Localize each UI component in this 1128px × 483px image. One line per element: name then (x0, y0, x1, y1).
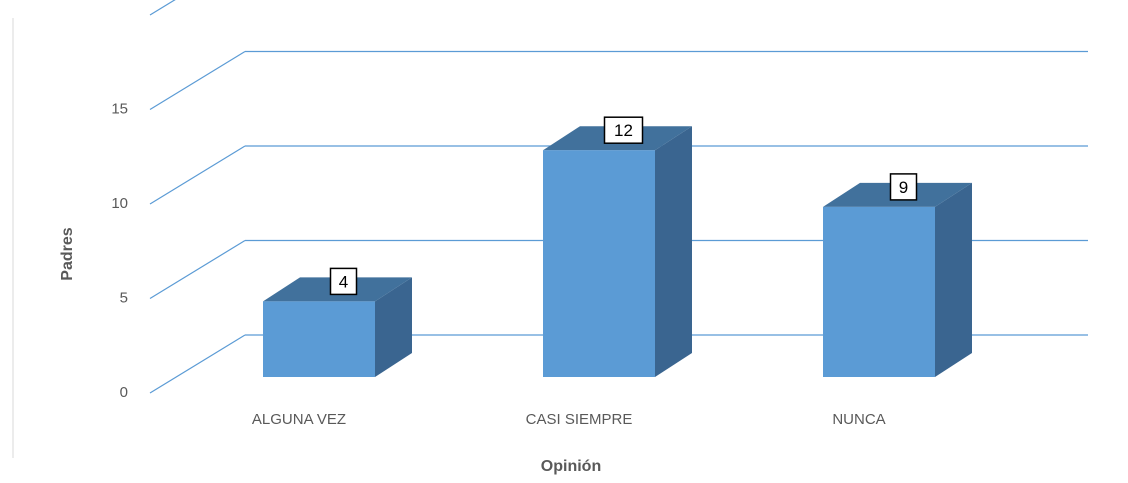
bar-side (935, 182, 972, 377)
bar-side (655, 126, 692, 377)
gridline-diagonal (149, 145, 246, 205)
y-tick-label: 0 (120, 384, 128, 401)
data-label-box (603, 116, 644, 144)
bar-front (823, 206, 935, 377)
gridline-diagonal (149, 50, 246, 111)
data-label-text: 4 (339, 272, 348, 291)
data-label-box (889, 173, 918, 201)
gridline-diagonal (149, 0, 176, 16)
bar (823, 182, 972, 377)
y-tick-labels: 0 5 10 15 (111, 101, 128, 402)
data-label-text: 9 (899, 178, 908, 197)
data-label: 9 (889, 173, 918, 201)
x-axis-title: Opinión (541, 458, 601, 475)
category-labels: ALGUNA VEZ CASI SIEMPRE NUNCA (252, 411, 886, 428)
data-label: 12 (603, 116, 644, 144)
bar-side (375, 277, 412, 377)
data-label-box (329, 267, 358, 296)
category-label: ALGUNA VEZ (252, 411, 346, 428)
y-tick-label: 5 (120, 290, 128, 307)
category-label: NUNCA (832, 411, 885, 428)
category-label: CASI SIEMPRE (526, 411, 633, 428)
gridline-diagonal (149, 239, 246, 300)
y-axis-title: Padres (59, 227, 76, 280)
bar-front (543, 150, 655, 377)
bar-front (263, 301, 375, 377)
data-label-text: 12 (614, 121, 633, 140)
data-label: 4 (329, 267, 358, 296)
y-tick-label: 10 (111, 195, 128, 212)
bars (263, 126, 972, 377)
y-tick-label: 15 (111, 101, 128, 118)
bar (543, 126, 692, 377)
data-labels: 4 12 9 (329, 116, 918, 296)
gridline-diagonal (149, 334, 246, 394)
